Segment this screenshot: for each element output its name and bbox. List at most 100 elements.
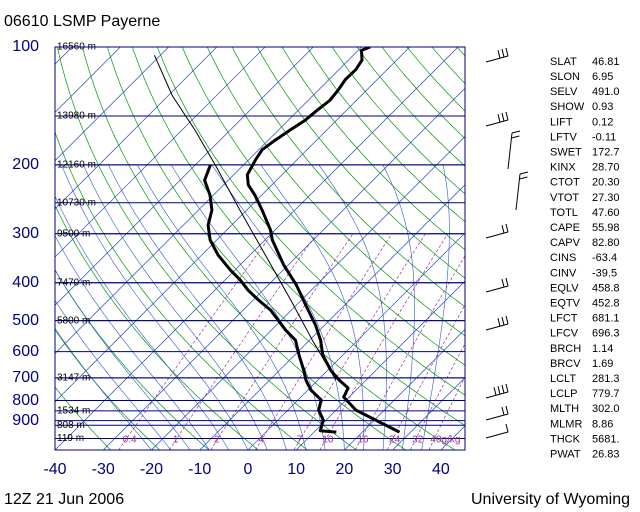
index-name: CAPV [550, 237, 581, 249]
index-value: 452.8 [592, 298, 620, 310]
index-value: 55.98 [592, 222, 620, 234]
x-tick-label: -10 [188, 461, 211, 478]
wind-barb [501, 112, 505, 122]
index-name: EQTV [550, 298, 581, 310]
dry-adiabat [55, 386, 111, 450]
index-value: 681.1 [592, 313, 620, 325]
y-tick-label: 100 [12, 38, 39, 55]
x-tick-label: 30 [384, 461, 402, 478]
dry-adiabat [107, 47, 456, 450]
wind-barb [507, 132, 513, 170]
chart-title: 06610 LSMP Payerne [4, 13, 160, 30]
mixing-ratio-label: 4 [258, 435, 264, 446]
mixing-ratio-line [255, 233, 393, 450]
index-value: 0.93 [592, 101, 613, 113]
mixing-ratio-label: 2 [214, 435, 220, 446]
wind-barb [505, 277, 509, 287]
index-name: BRCV [550, 358, 581, 370]
index-name: MLMR [550, 418, 582, 430]
plot-background [55, 47, 465, 450]
wind-barb [511, 130, 521, 134]
dry-adiabat [206, 47, 465, 337]
index-value: 696.3 [592, 328, 620, 340]
y-tick-label: 800 [12, 392, 39, 409]
index-name: EQLV [550, 282, 579, 294]
sounding-line [154, 55, 337, 381]
mixing-ratio-label: 32 [412, 435, 424, 446]
isotherm [55, 47, 362, 355]
x-tick-label: 40 [432, 461, 450, 478]
isotherm-grid-line [102, 87, 465, 450]
isotherm-grid-line [344, 328, 465, 450]
x-tick-label: -40 [43, 461, 66, 478]
mixing-ratio-label: 16 [357, 435, 369, 446]
wind-barb [493, 387, 497, 396]
height-label: 9500 m [57, 228, 90, 239]
height-label: 5800 m [57, 315, 90, 326]
y-tick-label: 600 [12, 343, 39, 360]
mixing-ratio-label: 7 [297, 435, 303, 446]
dry-adiabat [55, 269, 210, 450]
index-value: 302.0 [592, 403, 620, 415]
index-name: LFCV [550, 328, 579, 340]
index-name: CINS [550, 252, 576, 264]
wind-barb [501, 316, 505, 326]
index-value: 5681. [592, 433, 620, 445]
wind-barb [501, 48, 505, 58]
isotherm-grid-line [295, 280, 465, 450]
wind-barb [497, 386, 501, 395]
y-tick-label: 300 [12, 225, 39, 242]
wind-barb [501, 224, 505, 234]
x-tick-label: 0 [243, 461, 252, 478]
mixing-ratio-label: 0.4 [123, 435, 137, 446]
plot-foreground: 0.4 1 2 4 7 10 16 24 32 40g/kg-40 -30 -20 -10 0 10 20 30… [12, 38, 460, 478]
index-value: 6.95 [592, 71, 613, 83]
wind-barb [485, 431, 509, 439]
index-name: LIFT [550, 116, 573, 128]
index-name: SLAT [550, 56, 577, 68]
mixing-ratio-line [293, 233, 426, 450]
wind-barb [505, 405, 509, 415]
height-label: 808 m [57, 420, 85, 431]
index-name: THCK [550, 433, 581, 445]
index-value: 779.7 [592, 388, 620, 400]
mixing-ratio-line [118, 233, 273, 450]
x-tick-label: -30 [92, 461, 115, 478]
isotherm-grid-line [199, 184, 465, 450]
index-value: 1.69 [592, 358, 613, 370]
wind-barb [505, 315, 509, 325]
height-label: 10730 m [57, 197, 96, 208]
index-name: LCLP [550, 388, 578, 400]
wind-barb [497, 50, 501, 59]
isotherm-grid-line [151, 135, 465, 450]
mixing-ratio-line [319, 233, 448, 450]
isotherm-grid-line [392, 377, 465, 450]
x-tick-label: 10 [287, 461, 305, 478]
index-name: SHOW [550, 101, 585, 113]
isotherm-grid-line [247, 232, 465, 450]
wind-barb [511, 135, 520, 139]
wind-barb [501, 406, 505, 416]
footer-right: University of Wyoming [471, 491, 630, 508]
dry-adiabat [281, 47, 465, 251]
mixing-ratio-label: 40g/kg [430, 435, 460, 446]
height-label: 1534 m [57, 406, 90, 417]
isotherm [55, 47, 266, 258]
index-value: 458.8 [592, 282, 620, 294]
index-value: 281.3 [592, 373, 620, 385]
index-name: LFTV [550, 131, 578, 143]
index-value: -0.11 [592, 131, 616, 143]
mixing-ratio-line [354, 255, 465, 450]
y-tick-label: 900 [12, 412, 39, 429]
height-label: 119 m [57, 433, 84, 444]
sounding-line [203, 164, 337, 434]
index-name: CTOT [550, 177, 580, 189]
index-name: LFCT [550, 313, 578, 325]
index-name: LCLT [550, 373, 576, 385]
index-name: SELV [550, 86, 578, 98]
wind-barb [505, 47, 509, 57]
isotherm [55, 47, 411, 403]
index-name: KINX [550, 162, 576, 174]
dry-adiabat [306, 47, 465, 223]
